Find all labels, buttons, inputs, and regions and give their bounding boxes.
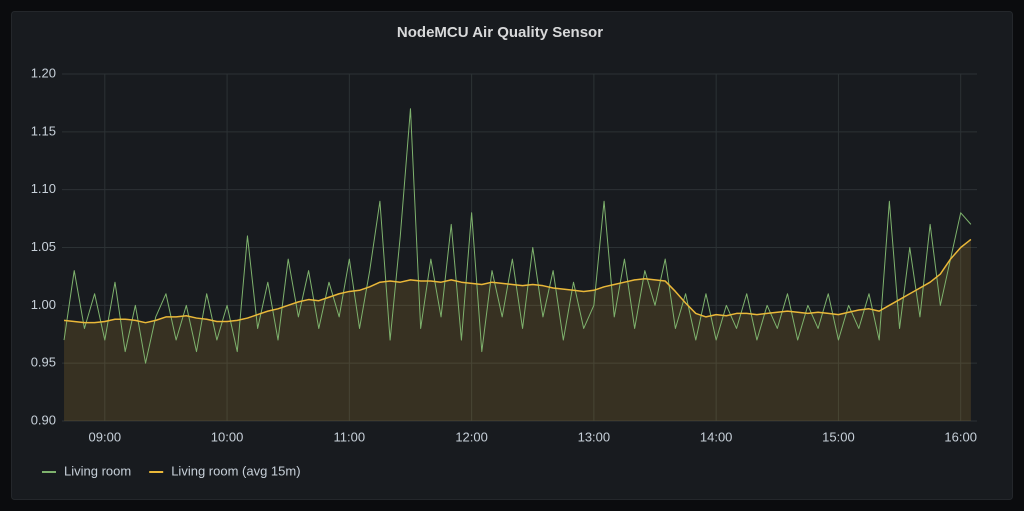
grid: [62, 73, 977, 422]
chart-title: NodeMCU Air Quality Sensor: [397, 24, 603, 41]
y-tick-label: 1.05: [31, 239, 56, 254]
legend: Living room Living room (avg 15m): [42, 463, 301, 478]
y-tick-label: 0.90: [31, 412, 56, 427]
legend-label: Living room (avg 15m): [171, 463, 300, 478]
x-tick-label: 13:00: [578, 429, 611, 444]
series-line: [63, 108, 972, 364]
y-tick-label: 1.15: [31, 123, 56, 138]
series-line: [63, 238, 972, 324]
plot: [63, 108, 972, 421]
legend-label: Living room: [64, 463, 131, 478]
x-tick-label: 12:00: [455, 429, 488, 444]
axes: 0.90 0.95 1.00 1.05 1.10 1.15 1.20 09:00 10:00 11…: [31, 65, 977, 444]
x-tick-label: 16:00: [944, 429, 977, 444]
x-tick-label: 10:00: [211, 429, 244, 444]
y-tick-label: 1.10: [31, 181, 56, 196]
x-tick-label: 14:00: [700, 429, 733, 444]
y-tick-label: 0.95: [31, 355, 56, 370]
y-tick-label: 1.20: [31, 65, 56, 80]
y-tick-label: 1.00: [31, 297, 56, 312]
x-tick-label: 09:00: [89, 429, 122, 444]
area-fill: [64, 239, 971, 421]
x-tick-label: 11:00: [334, 429, 366, 444]
x-tick-label: 15:00: [822, 429, 855, 444]
panel-background: [11, 11, 1013, 500]
